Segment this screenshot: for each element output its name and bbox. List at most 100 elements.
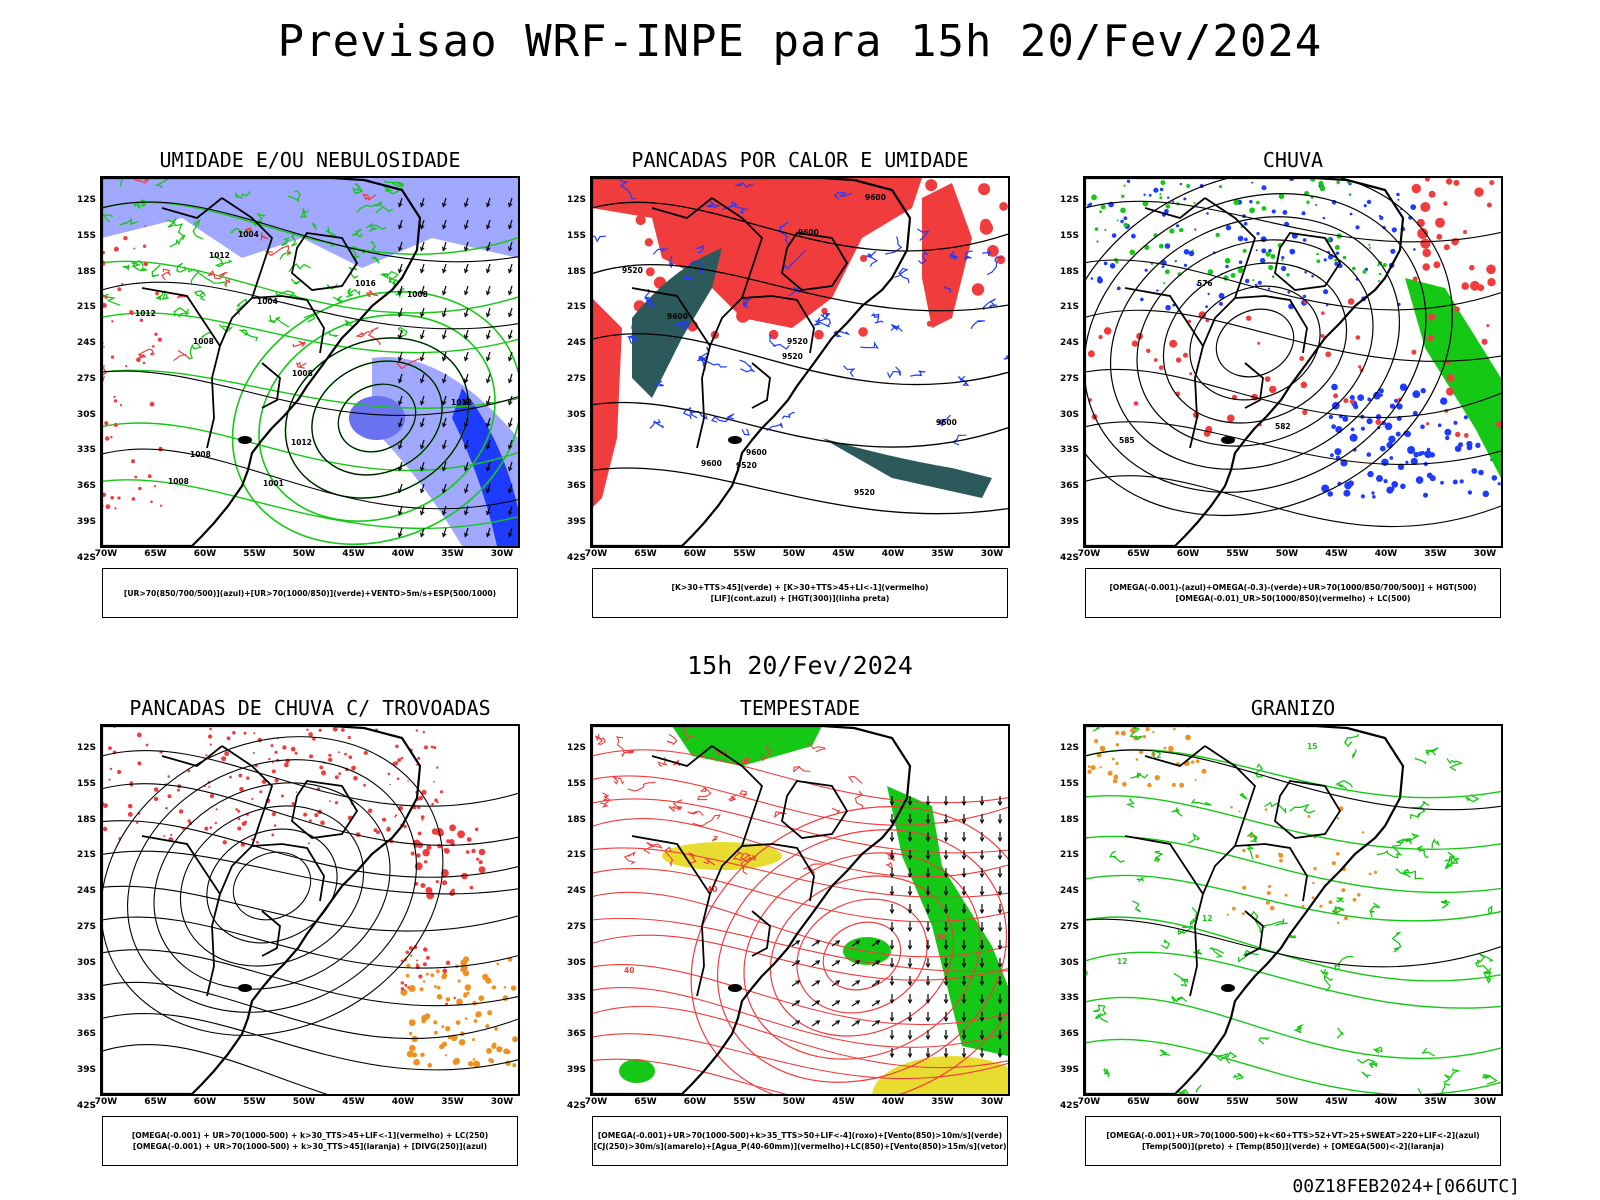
- wind-vector: [925, 981, 931, 987]
- contour-label: 12: [1117, 957, 1127, 966]
- lat-tick-label: 30S: [1059, 409, 1079, 420]
- omega-green: [1165, 204, 1171, 209]
- omega-blue: [1426, 472, 1433, 479]
- legend-line: [CJ(250)>30m/s](amarelo)+[Agua_P(40-60mm…: [593, 1142, 1007, 1151]
- lat-tick-label: 24S: [76, 886, 96, 897]
- thunder-red: [308, 732, 313, 737]
- thunder-red: [251, 797, 254, 800]
- thickness-contour: [134, 178, 151, 184]
- omega-blue: [1491, 475, 1498, 481]
- wind-vector: [889, 909, 895, 915]
- wind-vector: [835, 980, 841, 985]
- lon-tick-label: 65W: [144, 1097, 167, 1107]
- moisture-contour: [347, 288, 361, 296]
- wind-vector: [855, 1000, 861, 1005]
- wind-vector: [831, 940, 840, 947]
- rain-red: [1087, 350, 1095, 358]
- rain-red: [1264, 376, 1271, 382]
- country-border: [1124, 835, 1204, 895]
- lif-contour: [951, 434, 968, 446]
- moisture-contour: [173, 307, 190, 317]
- thunder-red: [437, 843, 442, 849]
- rain-red: [1133, 401, 1139, 406]
- thunder-orange: [433, 1020, 438, 1025]
- wind-vector: [889, 873, 895, 879]
- thunder-orange: [433, 985, 437, 989]
- panel-title: CHUVA: [1262, 148, 1324, 172]
- streamline: [1085, 259, 1501, 311]
- omega-orange: [1099, 745, 1106, 752]
- omega-orange: [1090, 765, 1096, 771]
- omega-green: [1104, 228, 1107, 231]
- rain-red: [1487, 278, 1496, 287]
- contour-label: 9600: [936, 418, 957, 427]
- contour-label: 9600: [667, 312, 688, 321]
- wind-vector: [979, 1017, 985, 1023]
- wind-vector: [486, 439, 491, 449]
- thunder-red: [328, 757, 333, 762]
- thunder-red: [102, 826, 108, 832]
- wind-vector: [442, 241, 447, 251]
- thunder-red: [165, 806, 168, 810]
- rain-red: [1486, 324, 1490, 328]
- wind-vector: [979, 837, 985, 843]
- wind-vector: [442, 461, 447, 471]
- omega-orange: [1312, 881, 1315, 885]
- thickness-dot: [157, 337, 162, 342]
- omega-blue: [1103, 261, 1108, 266]
- lif-contour: [1003, 355, 1008, 360]
- thunder-orange: [405, 973, 410, 978]
- lat-tick-label: 30S: [566, 957, 586, 968]
- omega-orange: [1152, 731, 1155, 734]
- omega-orange: [1112, 778, 1118, 784]
- wind-vector: [398, 263, 403, 273]
- wind-vector: [943, 837, 949, 843]
- lif-contour: [860, 340, 879, 349]
- thunder-red: [334, 801, 339, 805]
- rain-red: [1470, 280, 1480, 291]
- country-border: [1144, 745, 1206, 767]
- lat-tick-label: 42S: [566, 1100, 586, 1111]
- contour-label: 1001: [263, 479, 284, 488]
- lif-contour: [781, 411, 795, 420]
- omega-green: [1336, 180, 1340, 185]
- contour-label: 1008: [168, 477, 189, 486]
- wind-vector: [907, 819, 913, 825]
- lat-tick-label: 30S: [76, 409, 96, 420]
- lon-tick-label: 60W: [683, 1097, 707, 1107]
- thunder-red: [476, 857, 480, 861]
- omega-blue: [1384, 422, 1393, 431]
- lif-contour: [916, 228, 930, 241]
- lat-tick-label: 39S: [566, 516, 586, 527]
- wind-vector: [907, 927, 913, 933]
- lat-tick-label: 39S: [76, 516, 96, 527]
- wind-vector: [486, 400, 491, 406]
- omega-orange: [1226, 913, 1229, 916]
- lat-tick-label: 15S: [76, 778, 96, 789]
- omega-green: [1120, 207, 1126, 214]
- height-contour: [1085, 178, 1453, 517]
- wind-vector: [420, 505, 425, 515]
- contour-label: 9520: [782, 352, 803, 361]
- omega-orange: [1343, 916, 1349, 921]
- omega-blue: [1260, 257, 1266, 264]
- thickness-dot: [149, 401, 155, 407]
- water-contour: [728, 793, 738, 802]
- thunder-orange: [468, 1061, 474, 1067]
- thickness-contour: [137, 348, 155, 359]
- thunder-red: [394, 816, 397, 818]
- rain-red: [1103, 327, 1112, 335]
- country-border: [651, 745, 713, 767]
- omega-blue: [1376, 475, 1383, 482]
- thunder-red: [347, 735, 351, 740]
- omega-green: [1193, 201, 1196, 204]
- thunder-red: [243, 731, 247, 735]
- lon-tick-label: 30W: [980, 1097, 1004, 1107]
- temp850-contour: [1293, 1023, 1304, 1034]
- omega-blue: [1328, 414, 1334, 420]
- wind-vector: [889, 1053, 895, 1059]
- wind-vector: [486, 527, 491, 537]
- thunder-orange: [466, 991, 470, 995]
- rain-red: [1131, 340, 1139, 347]
